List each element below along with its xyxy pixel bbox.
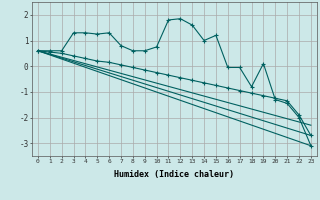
X-axis label: Humidex (Indice chaleur): Humidex (Indice chaleur) — [115, 170, 234, 179]
